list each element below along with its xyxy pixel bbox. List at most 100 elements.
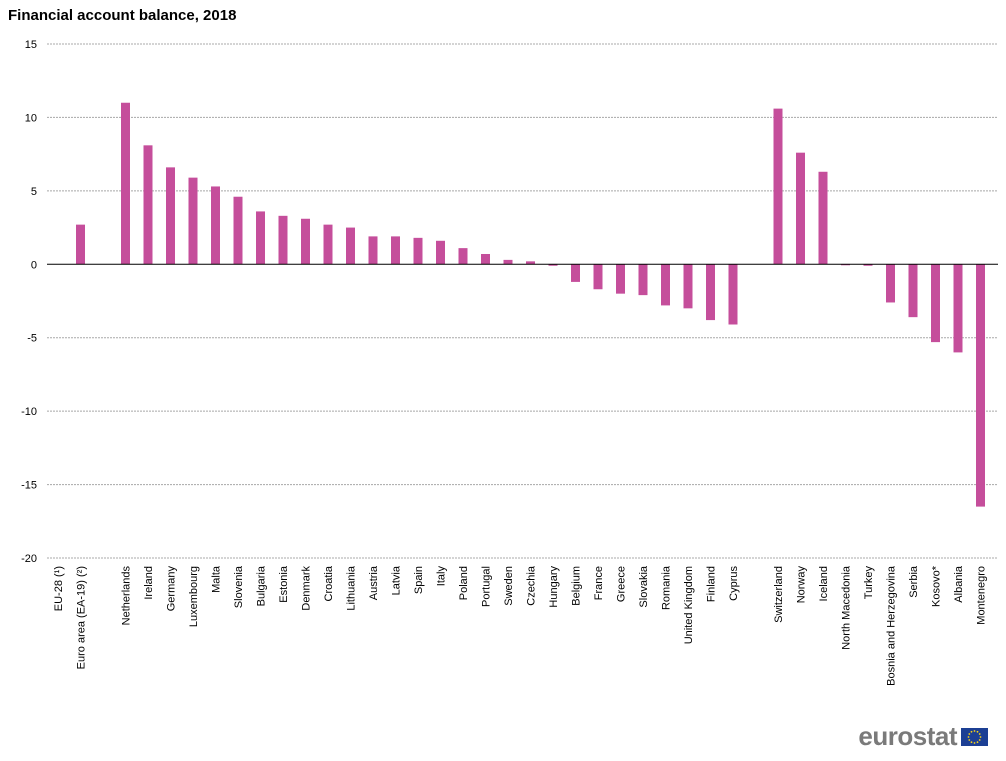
eurostat-wordmark: eurostat <box>858 721 957 751</box>
bar-latvia <box>391 236 400 265</box>
flag-star <box>978 732 981 735</box>
bar-belgium <box>571 264 580 282</box>
x-tick-label: Euro area (EA-19) (²) <box>76 566 88 669</box>
bar-luxembourg <box>188 177 198 265</box>
x-tick-label: Malta <box>211 565 223 593</box>
x-tick-label: EU-28 (¹) <box>53 566 65 611</box>
chart-title: Financial account balance, 2018 <box>8 7 237 24</box>
bar-netherlands <box>121 102 130 265</box>
flag-star <box>973 729 976 732</box>
x-tick-label: Turkey <box>863 566 875 600</box>
x-tick-label: Montenegro <box>976 566 988 625</box>
bar-croatia <box>323 224 333 265</box>
bar-romania <box>661 264 670 306</box>
x-tick-label: Latvia <box>391 565 403 595</box>
x-tick-label: Poland <box>458 566 470 600</box>
bars <box>76 102 985 507</box>
x-tick-label: Belgium <box>571 566 583 606</box>
flag-star <box>973 741 976 744</box>
x-tick-label: United Kingdom <box>683 566 695 644</box>
y-axis-ticks: 15 10 5 0 -5 -10 -15 -20 <box>21 39 37 565</box>
flag-star <box>970 740 973 743</box>
x-tick-label: North Macedonia <box>841 565 853 650</box>
x-tick-label: Lithuania <box>346 565 358 611</box>
bar-switzerland <box>773 108 783 265</box>
bar-germany <box>166 167 175 265</box>
bar-turkey <box>863 264 873 266</box>
x-axis-labels: EU-28 (¹) Euro area (EA-19) (²) Netherland… <box>53 565 988 686</box>
x-tick-label: Slovakia <box>638 565 650 607</box>
bar-iceland <box>818 171 828 265</box>
x-tick-label: Slovenia <box>233 565 245 608</box>
bar-lithuania <box>346 227 355 265</box>
x-tick-label: Hungary <box>548 566 560 608</box>
bar-bosnia-and-herzegovina <box>886 264 895 303</box>
x-tick-label: Finland <box>706 566 718 602</box>
x-tick-label: Czechia <box>526 565 538 606</box>
flag-star <box>968 738 971 741</box>
bar-albania <box>953 264 963 353</box>
x-tick-label: Norway <box>796 566 808 604</box>
x-tick-label: Sweden <box>503 566 515 606</box>
x-tick-label: Portugal <box>481 566 493 607</box>
bar-spain <box>413 237 423 265</box>
bar-euro-area-ea-19 <box>76 224 85 265</box>
x-tick-label: Luxembourg <box>188 566 200 627</box>
x-tick-label: Albania <box>953 565 965 603</box>
x-tick-label: Germany <box>166 566 178 612</box>
flag-star <box>979 735 982 738</box>
y-tick-label: -15 <box>21 480 37 492</box>
y-tick-label: 15 <box>25 39 37 51</box>
bar-estonia <box>278 215 288 265</box>
x-tick-label: Spain <box>413 566 425 594</box>
x-tick-label: Serbia <box>908 565 920 598</box>
y-tick-label: -10 <box>21 406 37 418</box>
bar-serbia <box>908 264 918 318</box>
bar-france <box>593 264 603 290</box>
bar-finland <box>706 264 715 321</box>
y-tick-label: 10 <box>25 112 37 124</box>
x-tick-label: Romania <box>661 565 673 610</box>
flag-star <box>976 740 979 743</box>
x-tick-label: Denmark <box>301 566 313 611</box>
bar-united-kingdom <box>683 264 693 309</box>
bar-ireland <box>143 145 153 265</box>
bar-slovenia <box>233 196 243 265</box>
bar-austria <box>368 236 378 265</box>
x-tick-label: Greece <box>616 566 628 602</box>
x-tick-label: Kosovo* <box>931 565 943 607</box>
x-tick-label: Bosnia and Herzegovina <box>886 565 898 686</box>
bar-montenegro <box>976 264 985 507</box>
eurostat-logo: eurostat <box>858 721 988 752</box>
bar-greece <box>616 264 625 294</box>
bar-italy <box>436 240 445 265</box>
x-tick-label: Italy <box>436 566 448 587</box>
flag-star <box>978 738 981 741</box>
bar-portugal <box>481 254 490 265</box>
flag-star <box>968 732 971 735</box>
y-tick-label: -20 <box>21 553 37 565</box>
bar-denmark <box>301 218 310 265</box>
x-tick-label: France <box>593 566 605 600</box>
bar-bulgaria <box>256 211 265 265</box>
eu-flag-icon <box>961 727 988 746</box>
bar-czechia <box>526 261 535 265</box>
x-tick-label: Croatia <box>323 565 335 601</box>
y-tick-label: 0 <box>31 259 37 271</box>
x-tick-label: Bulgaria <box>256 565 268 606</box>
x-tick-label: Austria <box>368 565 380 600</box>
x-tick-label: Estonia <box>278 565 290 603</box>
x-tick-label: Ireland <box>143 566 155 600</box>
bar-sweden <box>503 259 513 265</box>
flag-star <box>967 735 970 738</box>
bar-norway <box>796 152 805 265</box>
flag-star <box>976 730 979 733</box>
x-tick-label: Netherlands <box>121 566 133 626</box>
x-tick-label: Cyprus <box>728 566 740 601</box>
bar-hungary <box>548 264 558 266</box>
bar-slovakia <box>638 264 648 296</box>
bar-poland <box>458 248 468 265</box>
gridlines <box>47 43 998 559</box>
bar-cyprus <box>728 264 738 325</box>
